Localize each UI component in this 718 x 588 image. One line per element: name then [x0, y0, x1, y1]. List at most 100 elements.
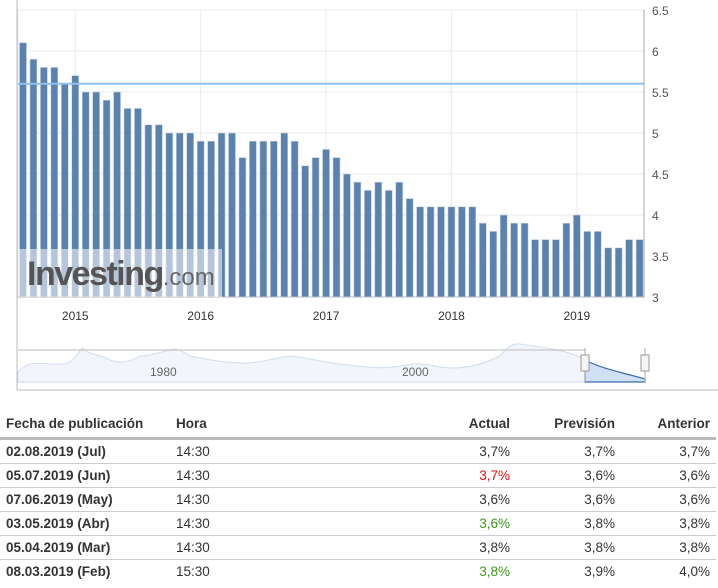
table-row: 05.04.2019 (Mar) 14:30 3,8% 3,8% 3,8% — [0, 535, 716, 560]
navigator-range-handle[interactable] — [580, 354, 590, 372]
table-row: 07.06.2019 (May) 14:30 3,6% 3,6% 3,6% — [0, 487, 716, 512]
bar — [593, 231, 602, 298]
bar — [384, 190, 393, 298]
bar — [50, 67, 59, 298]
cell-date: 07.06.2019 (May) — [0, 487, 170, 512]
cell-previous: 3,8% — [621, 511, 716, 536]
y-tick-label: 5.5 — [652, 86, 669, 100]
y-tick-label: 6 — [652, 45, 659, 59]
bar — [343, 173, 351, 298]
bar — [290, 140, 299, 298]
y-tick-label: 6.5 — [652, 4, 669, 18]
bar — [489, 231, 498, 298]
y-tick-label: 3.5 — [652, 250, 669, 264]
bar — [322, 149, 330, 298]
cell-forecast: 3,6% — [516, 463, 621, 488]
cell-forecast: 3,7% — [516, 438, 621, 464]
bar — [405, 198, 414, 298]
bar — [280, 132, 289, 298]
table-header-row: Fecha de publicación Hora Actual Previsi… — [0, 410, 716, 440]
bar — [165, 132, 174, 298]
bar — [311, 157, 320, 298]
cell-date: 05.04.2019 (Mar) — [0, 535, 170, 560]
bar — [249, 140, 257, 298]
navigator-year-label: 2000 — [402, 365, 429, 379]
bar — [604, 247, 613, 298]
bar — [499, 214, 508, 298]
bar — [426, 206, 435, 298]
header-actual: Actual — [404, 410, 516, 440]
cell-time: 14:30 — [170, 487, 404, 512]
cell-forecast: 3,8% — [516, 511, 621, 536]
bar — [447, 206, 456, 298]
navigator-history-area — [17, 343, 586, 383]
table-row: 03.05.2019 (Abr) 14:30 3,6% 3,8% 3,8% — [0, 511, 716, 536]
bar — [40, 67, 48, 298]
bar — [186, 132, 194, 298]
cell-forecast: 3,9% — [584, 564, 615, 579]
bar — [259, 140, 268, 298]
header-forecast: Previsión — [516, 410, 621, 440]
cell-actual: 3,7% — [404, 438, 516, 464]
table-row: 02.08.2019 (Jul) 14:30 3,7% 3,7% 3,7% — [0, 438, 716, 464]
x-tick-label: 2015 — [62, 309, 89, 323]
y-tick-label: 3 — [652, 291, 659, 305]
bar — [71, 75, 80, 298]
bar — [92, 91, 100, 298]
bar — [552, 239, 560, 298]
cell-date: 03.05.2019 (Abr) — [0, 511, 170, 536]
navigator-year-label: 1980 — [150, 365, 177, 379]
bar — [207, 140, 215, 298]
bar — [562, 222, 571, 298]
bar — [113, 91, 121, 298]
bar — [269, 140, 278, 298]
bar — [395, 181, 404, 298]
cell-time: 14:30 — [170, 463, 404, 488]
cell-date: 05.07.2019 (Jun) — [0, 463, 170, 488]
bar — [635, 239, 644, 298]
cell-actual: 3,7% — [404, 463, 516, 488]
y-tick-label: 4 — [652, 209, 659, 223]
cell-previous: 3,8% — [621, 535, 716, 560]
header-previous: Anterior — [621, 410, 716, 440]
cell-previous: 3,6% — [621, 463, 716, 488]
bar — [228, 132, 236, 298]
bar — [531, 239, 539, 298]
bar — [134, 108, 142, 298]
bar — [19, 42, 27, 298]
cell-time: 14:30 — [170, 535, 404, 560]
x-tick-label: 2018 — [438, 309, 465, 323]
cell-previous: 3,6% — [621, 487, 716, 512]
cell-time: 15:30 — [176, 564, 210, 579]
y-tick-label: 4.5 — [652, 168, 669, 182]
bar — [60, 83, 69, 298]
bar — [217, 132, 226, 298]
x-tick-label: 2016 — [187, 309, 214, 323]
bar — [238, 157, 247, 298]
bar — [520, 222, 529, 298]
bar — [478, 222, 487, 298]
bar — [458, 206, 466, 298]
header-date: Fecha de publicación — [0, 410, 170, 440]
unemployment-bar-chart: 3 3.5 4 4.5 5 5.5 6 6.5 2015 2016 2017 2018 2019 1980… — [16, 0, 718, 391]
cell-actual: 3,6% — [404, 487, 516, 512]
bar — [416, 206, 424, 298]
cell-date: 02.08.2019 (Jul) — [0, 438, 170, 464]
navigator-range-handle[interactable] — [640, 354, 650, 372]
cell-previous: 3,7% — [621, 438, 716, 464]
x-tick-label: 2017 — [313, 309, 340, 323]
bar — [81, 91, 90, 298]
bar — [353, 181, 362, 298]
bar — [468, 206, 477, 298]
bar — [102, 99, 111, 298]
header-time: Hora — [170, 410, 404, 440]
bar — [573, 214, 581, 298]
bar — [374, 181, 383, 298]
cell-time: 14:30 — [170, 511, 404, 536]
cell-date: 08.03.2019 (Feb) — [6, 564, 111, 579]
cell-previous: 4,0% — [679, 564, 710, 579]
bar — [332, 157, 341, 298]
bar — [541, 239, 550, 298]
cell-actual: 3,6% — [404, 511, 516, 536]
bar — [123, 108, 132, 298]
